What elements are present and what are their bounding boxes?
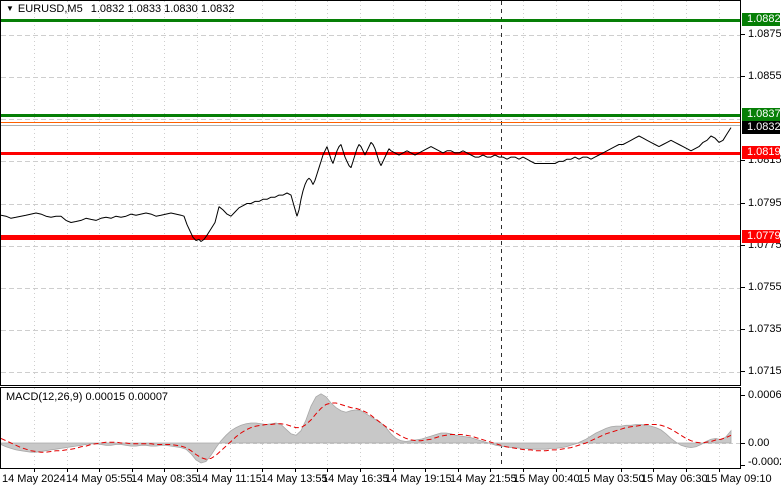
time-label: 14 May 11:15 [196, 473, 262, 485]
price-tick [741, 203, 745, 204]
macd-histogram [1, 393, 732, 464]
time-tick [295, 469, 296, 472]
price-tick-label: 1.0795 [748, 197, 781, 209]
price-chart-canvas[interactable] [1, 1, 740, 385]
time-tick [621, 469, 622, 472]
price-badge-1.0882: 1.0882 [742, 13, 781, 26]
time-tick [556, 469, 557, 472]
time-tick [458, 469, 459, 472]
macd-indicator-label: MACD(12,26,9) 0.00015 0.00007 [6, 391, 169, 403]
symbol-marker-icon: ▼ [6, 4, 14, 13]
time-label: 15 May 06:30 [641, 473, 708, 485]
time-tick [425, 469, 426, 472]
time-label: 14 May 05:55 [66, 473, 133, 485]
time-label: 14 May 13:55 [261, 473, 328, 485]
price-tick-label: 1.0875 [748, 28, 781, 40]
macd-tick-label: 0.00 [748, 437, 770, 449]
price-tick-label: 1.0715 [748, 365, 781, 377]
symbol-label: EURUSD,M5 [17, 3, 83, 15]
time-tick [653, 469, 654, 472]
macd-tick [741, 443, 745, 444]
time-label: 14 May 19:15 [385, 473, 452, 485]
time-tick [523, 469, 524, 472]
price-chart-panel: ▼ EURUSD,M5 1.0832 1.0833 1.0830 1.0832 [0, 0, 741, 386]
time-tick [34, 469, 35, 472]
macd-tick [741, 465, 745, 466]
time-tick [686, 469, 687, 472]
price-tick-label: 1.0755 [748, 281, 781, 293]
price-badge-1.0819: 1.0819 [742, 146, 781, 159]
time-label: 14 May 08:35 [131, 473, 198, 485]
price-tick [741, 329, 745, 330]
time-axis: 14 May 2024 14 May 05:55 14 May 08:35 14 Ma… [0, 469, 781, 489]
ohlc-values: 1.0832 1.0833 1.0830 1.0832 [90, 3, 235, 15]
time-tick [490, 469, 491, 472]
time-label: 15 May 03:50 [578, 473, 645, 485]
price-tick-label: 1.0735 [748, 323, 781, 335]
time-tick [230, 469, 231, 472]
time-tick [327, 469, 328, 472]
price-tick [741, 160, 745, 161]
macd-tick [741, 395, 745, 396]
time-label: 15 May 09:10 [705, 473, 772, 485]
time-tick [197, 469, 198, 472]
time-tick [393, 469, 394, 472]
time-tick [132, 469, 133, 472]
macd-panel: MACD(12,26,9) 0.00015 0.00007 [0, 387, 741, 469]
price-tick [741, 76, 745, 77]
time-tick [67, 469, 68, 472]
macd-tick-label: 0.00062 [748, 389, 781, 401]
chart-title: ▼ EURUSD,M5 1.0832 1.0833 1.0830 1.0832 [6, 3, 234, 15]
time-tick [588, 469, 589, 472]
price-badge-1.0832: 1.0832 [742, 121, 781, 134]
price-tick [741, 287, 745, 288]
time-label: 14 May 2024 [2, 473, 66, 485]
time-tick [164, 469, 165, 472]
price-badge-1.0779: 1.0779 [742, 230, 781, 243]
macd-tick-label: -0.00028 [748, 456, 781, 468]
macd-canvas[interactable] [1, 388, 740, 468]
price-tick-label: 1.0855 [748, 70, 781, 82]
time-label: 15 May 00:40 [513, 473, 580, 485]
time-label: 14 May 21:55 [450, 473, 517, 485]
time-label: 14 May 16:35 [322, 473, 389, 485]
price-line [1, 127, 732, 242]
time-tick [99, 469, 100, 472]
price-axis: 1.0875 1.0855 1.0815 1.0795 1.0775 1.0755 1.07… [741, 0, 781, 489]
time-tick [360, 469, 361, 472]
price-tick [741, 245, 745, 246]
time-tick [262, 469, 263, 472]
time-tick [719, 469, 720, 472]
macd-signal-line [1, 402, 732, 460]
price-badge-1.0837: 1.0837 [742, 108, 781, 121]
price-tick [741, 371, 745, 372]
price-tick [741, 34, 745, 35]
